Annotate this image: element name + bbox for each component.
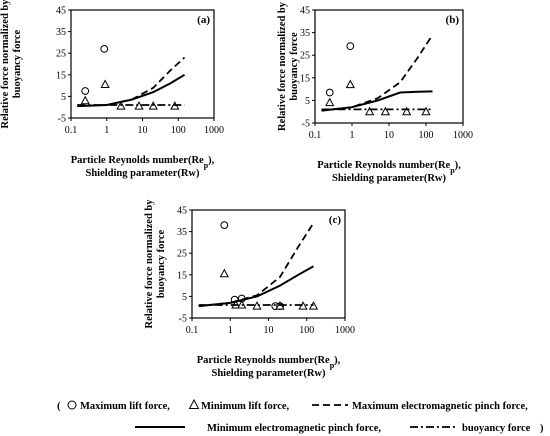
y-tick-label: 15 [56,70,66,81]
min-lift-marker [80,95,90,105]
panel-label: (b) [446,14,460,26]
min-lift-marker [100,79,110,89]
x-tick-label: 0.1 [65,125,78,136]
y-tick-label: 35 [177,227,187,238]
chart-panel-c: -5 5 15 25 35 45 0.1 1 10 100 1000 (c) Relative forc… [144,199,355,379]
y-tick-label: 45 [56,6,66,17]
y-tick-label: 25 [56,49,66,60]
x-tick-label: 1000 [335,325,355,336]
y-axis-label: Relative force normalized bybuoyancy for… [144,199,167,329]
x-tick-label: 1000 [204,125,224,136]
y-axis-label: Relative force normalized bybuoyancy for… [277,1,300,131]
y-tick-label: -5 [58,114,66,125]
legend-max-lift-marker [67,400,77,410]
x-axis-label-line1: Particle Reynolds number(Rep), [197,355,341,370]
max-lift-marker [100,44,109,53]
x-axis-label-line2: Shielding parameter(Rw) [332,173,447,184]
y-tick-label: 15 [300,73,310,84]
x-tick-label: 10 [384,130,394,141]
x-tick-label: 1000 [453,130,473,141]
min-lift-marker [219,268,229,278]
max-lift-marker [325,88,334,97]
y-tick-label: -5 [179,314,187,325]
y-axis-label: Relative force normalized bybuoyancy for… [0,0,23,128]
y-tick-label: 5 [305,96,310,107]
x-axis-label-line1: Particle Reynolds number(Rep), [317,160,461,175]
panel-label: (a) [197,14,210,26]
min-lift-marker [421,106,431,116]
legend-label: Minimum electromagnetic pinch force, [207,423,381,434]
chart-panel-a: -5 5 15 25 35 45 0.1 1 10 100 1000 (a) Relative forc… [0,0,224,179]
legend-label: Maximum lift force, [80,401,170,412]
legend-min-lift-marker [188,398,200,409]
min-lift-marker [325,97,335,107]
y-tick-label: 5 [61,92,66,103]
x-axis-label-line1: Particle Reynolds number(Rep), [71,155,215,170]
plot-frame [191,209,346,319]
max-lift-marker [81,87,90,95]
legend-label: Minimum lift force, [201,401,290,412]
max-emp-line [321,34,434,112]
y-tick-label: 15 [177,270,187,281]
x-tick-label: 0.1 [309,130,322,141]
min-emp-line [321,90,433,112]
y-tick-label: 45 [300,6,310,17]
x-tick-label: 100 [171,125,186,136]
y-tick-label: -5 [302,119,310,130]
y-tick-label: 5 [182,292,187,303]
x-tick-label: 1 [350,130,355,141]
min-lift-marker [402,106,412,116]
y-tick-label: 25 [177,249,187,260]
y-tick-label: 45 [177,206,187,217]
x-tick-label: 0.1 [186,325,199,336]
legend-label: buoyancy force [462,423,531,434]
min-lift-marker [345,79,355,89]
y-tick-label: 35 [300,28,310,39]
chart-panel-b: -5 5 15 25 35 45 0.1 1 10 100 1000 (b) Relative forc… [277,1,473,184]
max-lift-marker [220,221,229,230]
x-tick-label: 10 [138,125,148,136]
min-emp-line [198,265,314,308]
max-lift-marker [346,42,355,51]
min-lift-marker [380,106,391,116]
x-tick-label: 100 [419,130,434,141]
min-emp-line [77,73,186,108]
chart-legend: ( Maximum lift force, Minimum lift force, M… [57,398,544,434]
max-emp-line [198,222,315,307]
x-tick-label: 100 [299,325,314,336]
y-tick-label: 25 [300,51,310,62]
legend-close-paren: ) [540,423,544,434]
legend-open-paren: ( [57,401,61,412]
x-axis-label-line2: Shielding parameter(Rw) [211,368,326,379]
x-tick-label: 1 [104,125,109,136]
x-tick-label: 1 [228,325,233,336]
min-lift-marker [365,106,375,116]
panel-label: (c) [329,214,342,226]
x-axis-label-line2: Shielding parameter(Rw) [85,168,200,179]
y-tick-label: 35 [56,27,66,38]
x-tick-label: 10 [264,325,274,336]
plot-frame [314,9,464,124]
legend-label: Maximum electromagnetic pinch force, [352,401,528,412]
plot-frame [70,9,215,119]
